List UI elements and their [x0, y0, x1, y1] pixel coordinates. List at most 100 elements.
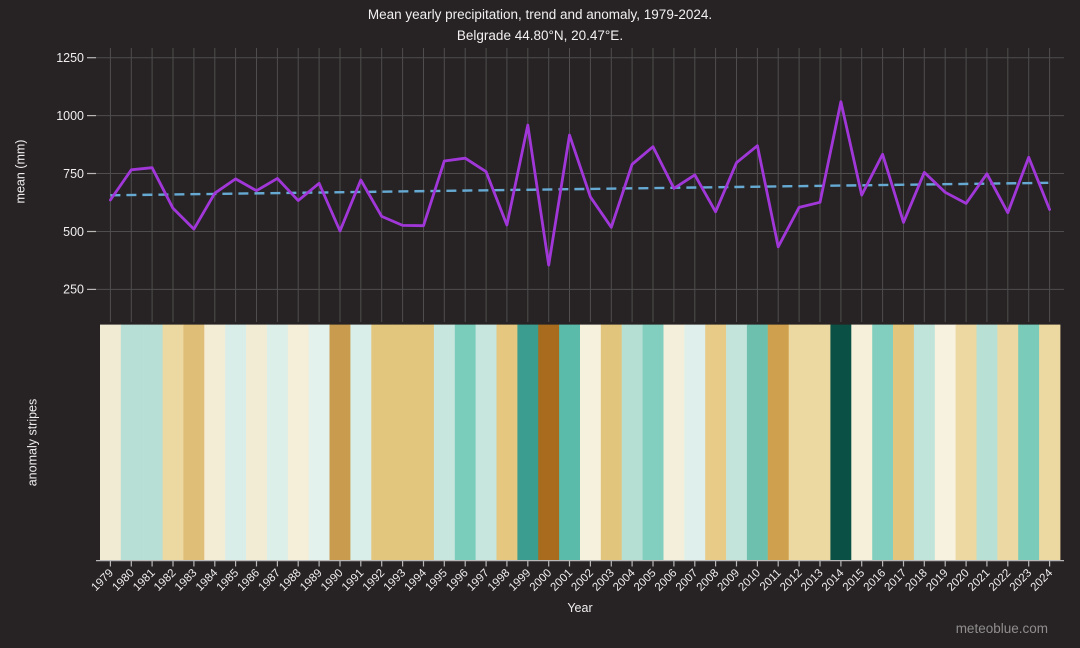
anomaly-stripe — [600, 324, 623, 561]
anomaly-stripe — [893, 324, 915, 561]
x-tick-label: 2013 — [799, 567, 826, 594]
x-tick-label: 2009 — [716, 567, 743, 594]
anomaly-stripe — [726, 324, 748, 561]
anomaly-stripe — [100, 324, 122, 561]
x-tick-label: 2019 — [924, 567, 951, 594]
x-tick-label: 1989 — [298, 567, 325, 594]
anomaly-stripe — [433, 324, 456, 561]
x-tick-label: 1995 — [423, 567, 450, 594]
x-tick-label: 1980 — [110, 567, 137, 594]
y-tick-label: 250 — [63, 283, 84, 297]
anomaly-stripe — [955, 324, 977, 561]
x-tick-label: 1983 — [173, 567, 200, 594]
x-tick-label: 1981 — [131, 567, 158, 594]
watermark: meteoblue.com — [955, 621, 1048, 636]
anomaly-stripe — [1039, 324, 1061, 561]
anomaly-stripe — [413, 324, 435, 561]
x-tick-label: 1986 — [236, 567, 263, 594]
x-tick-label: 2004 — [611, 567, 638, 594]
x-tick-label: 2011 — [758, 567, 784, 593]
anomaly-stripe — [266, 324, 289, 561]
chart-subtitle: Belgrade 44.80°N, 20.47°E. — [456, 28, 624, 43]
x-tick-label: 1997 — [465, 567, 492, 594]
x-tick-label: 2006 — [653, 567, 680, 594]
x-tick-label: 2024 — [1029, 567, 1056, 594]
x-tick-label: 1979 — [89, 567, 116, 594]
anomaly-stripe — [371, 324, 393, 561]
x-tick-label: 2012 — [778, 567, 805, 594]
anomaly-stripe — [350, 324, 372, 561]
anomaly-stripe — [392, 324, 414, 561]
anomaly-stripe — [872, 324, 894, 561]
anomaly-stripe — [934, 324, 957, 561]
anomaly-stripe — [329, 324, 351, 561]
anomaly-stripe — [120, 324, 143, 561]
x-tick-label: 1992 — [361, 567, 388, 594]
anomaly-stripe — [225, 324, 247, 561]
x-tick-label: 1990 — [319, 567, 346, 594]
x-tick-label: 2005 — [632, 567, 659, 594]
x-tick-label: 1982 — [152, 567, 179, 594]
x-tick-label: 2020 — [945, 567, 972, 594]
x-tick-label: 1988 — [277, 567, 304, 594]
anomaly-stripe — [1018, 324, 1040, 561]
anomaly-stripe — [767, 324, 790, 561]
anomaly-stripe — [246, 324, 268, 561]
anomaly-stripe — [204, 324, 226, 561]
y-tick-label: 500 — [63, 225, 84, 239]
x-tick-label: 2021 — [966, 567, 993, 594]
anomaly-stripe — [788, 324, 810, 561]
x-tick-label: 1998 — [486, 567, 513, 594]
x-tick-label: 1991 — [340, 567, 367, 594]
x-tick-label: 2007 — [674, 567, 701, 594]
anomaly-stripe — [454, 324, 477, 561]
anomaly-stripe — [496, 324, 518, 561]
x-tick-label: 1987 — [256, 567, 283, 594]
anomaly-stripe — [642, 324, 664, 561]
anomaly-stripe — [976, 324, 998, 561]
anomaly-stripe — [559, 324, 581, 561]
x-tick-label: 2016 — [862, 567, 889, 594]
x-tick-label: 1985 — [215, 567, 242, 594]
y-tick-label: 750 — [63, 167, 84, 181]
y-tick-label: 1000 — [56, 109, 84, 123]
x-tick-label: 2003 — [590, 567, 617, 594]
x-tick-label: 1996 — [444, 567, 471, 594]
anomaly-stripe — [705, 324, 727, 561]
anomaly-stripe — [684, 324, 706, 561]
x-axis-label: Year — [567, 601, 593, 615]
x-tick-label: 2014 — [820, 567, 847, 594]
x-tick-label: 2008 — [695, 567, 722, 594]
anomaly-stripe — [746, 324, 769, 561]
x-tick-label: 2018 — [903, 567, 930, 594]
x-tick-label: 1999 — [507, 567, 534, 594]
x-tick-label: 2010 — [736, 567, 763, 594]
anomaly-stripe — [913, 324, 936, 561]
anomaly-stripe — [162, 324, 184, 561]
anomaly-stripe — [580, 324, 602, 561]
anomaly-stripe — [287, 324, 310, 561]
anomaly-stripe — [851, 324, 873, 561]
anomaly-stripe — [141, 324, 163, 561]
anomaly-stripe — [308, 324, 330, 561]
anomaly-stripe — [663, 324, 685, 561]
x-tick-label: 2015 — [841, 567, 868, 594]
x-tick-label: 2000 — [528, 567, 555, 594]
anomaly-stripe — [183, 324, 205, 561]
x-tick-label: 2023 — [1008, 567, 1035, 594]
x-tick-label: 2002 — [569, 567, 596, 594]
x-tick-label: 1994 — [403, 567, 430, 594]
anomaly-stripe — [997, 324, 1019, 561]
anomaly-stripe — [830, 324, 852, 561]
anomaly-stripe — [621, 324, 643, 561]
x-tick-label: 2001 — [549, 567, 576, 594]
trend-line — [110, 181, 1050, 197]
y-tick-label: 1250 — [56, 51, 84, 65]
anomaly-stripe — [538, 324, 560, 561]
x-tick-label: 1984 — [194, 567, 221, 594]
anomaly-stripe — [517, 324, 539, 561]
chart-title: Mean yearly precipitation, trend and ano… — [367, 7, 713, 22]
x-tick-label: 2017 — [883, 567, 910, 594]
precipitation-line — [109, 100, 1051, 267]
